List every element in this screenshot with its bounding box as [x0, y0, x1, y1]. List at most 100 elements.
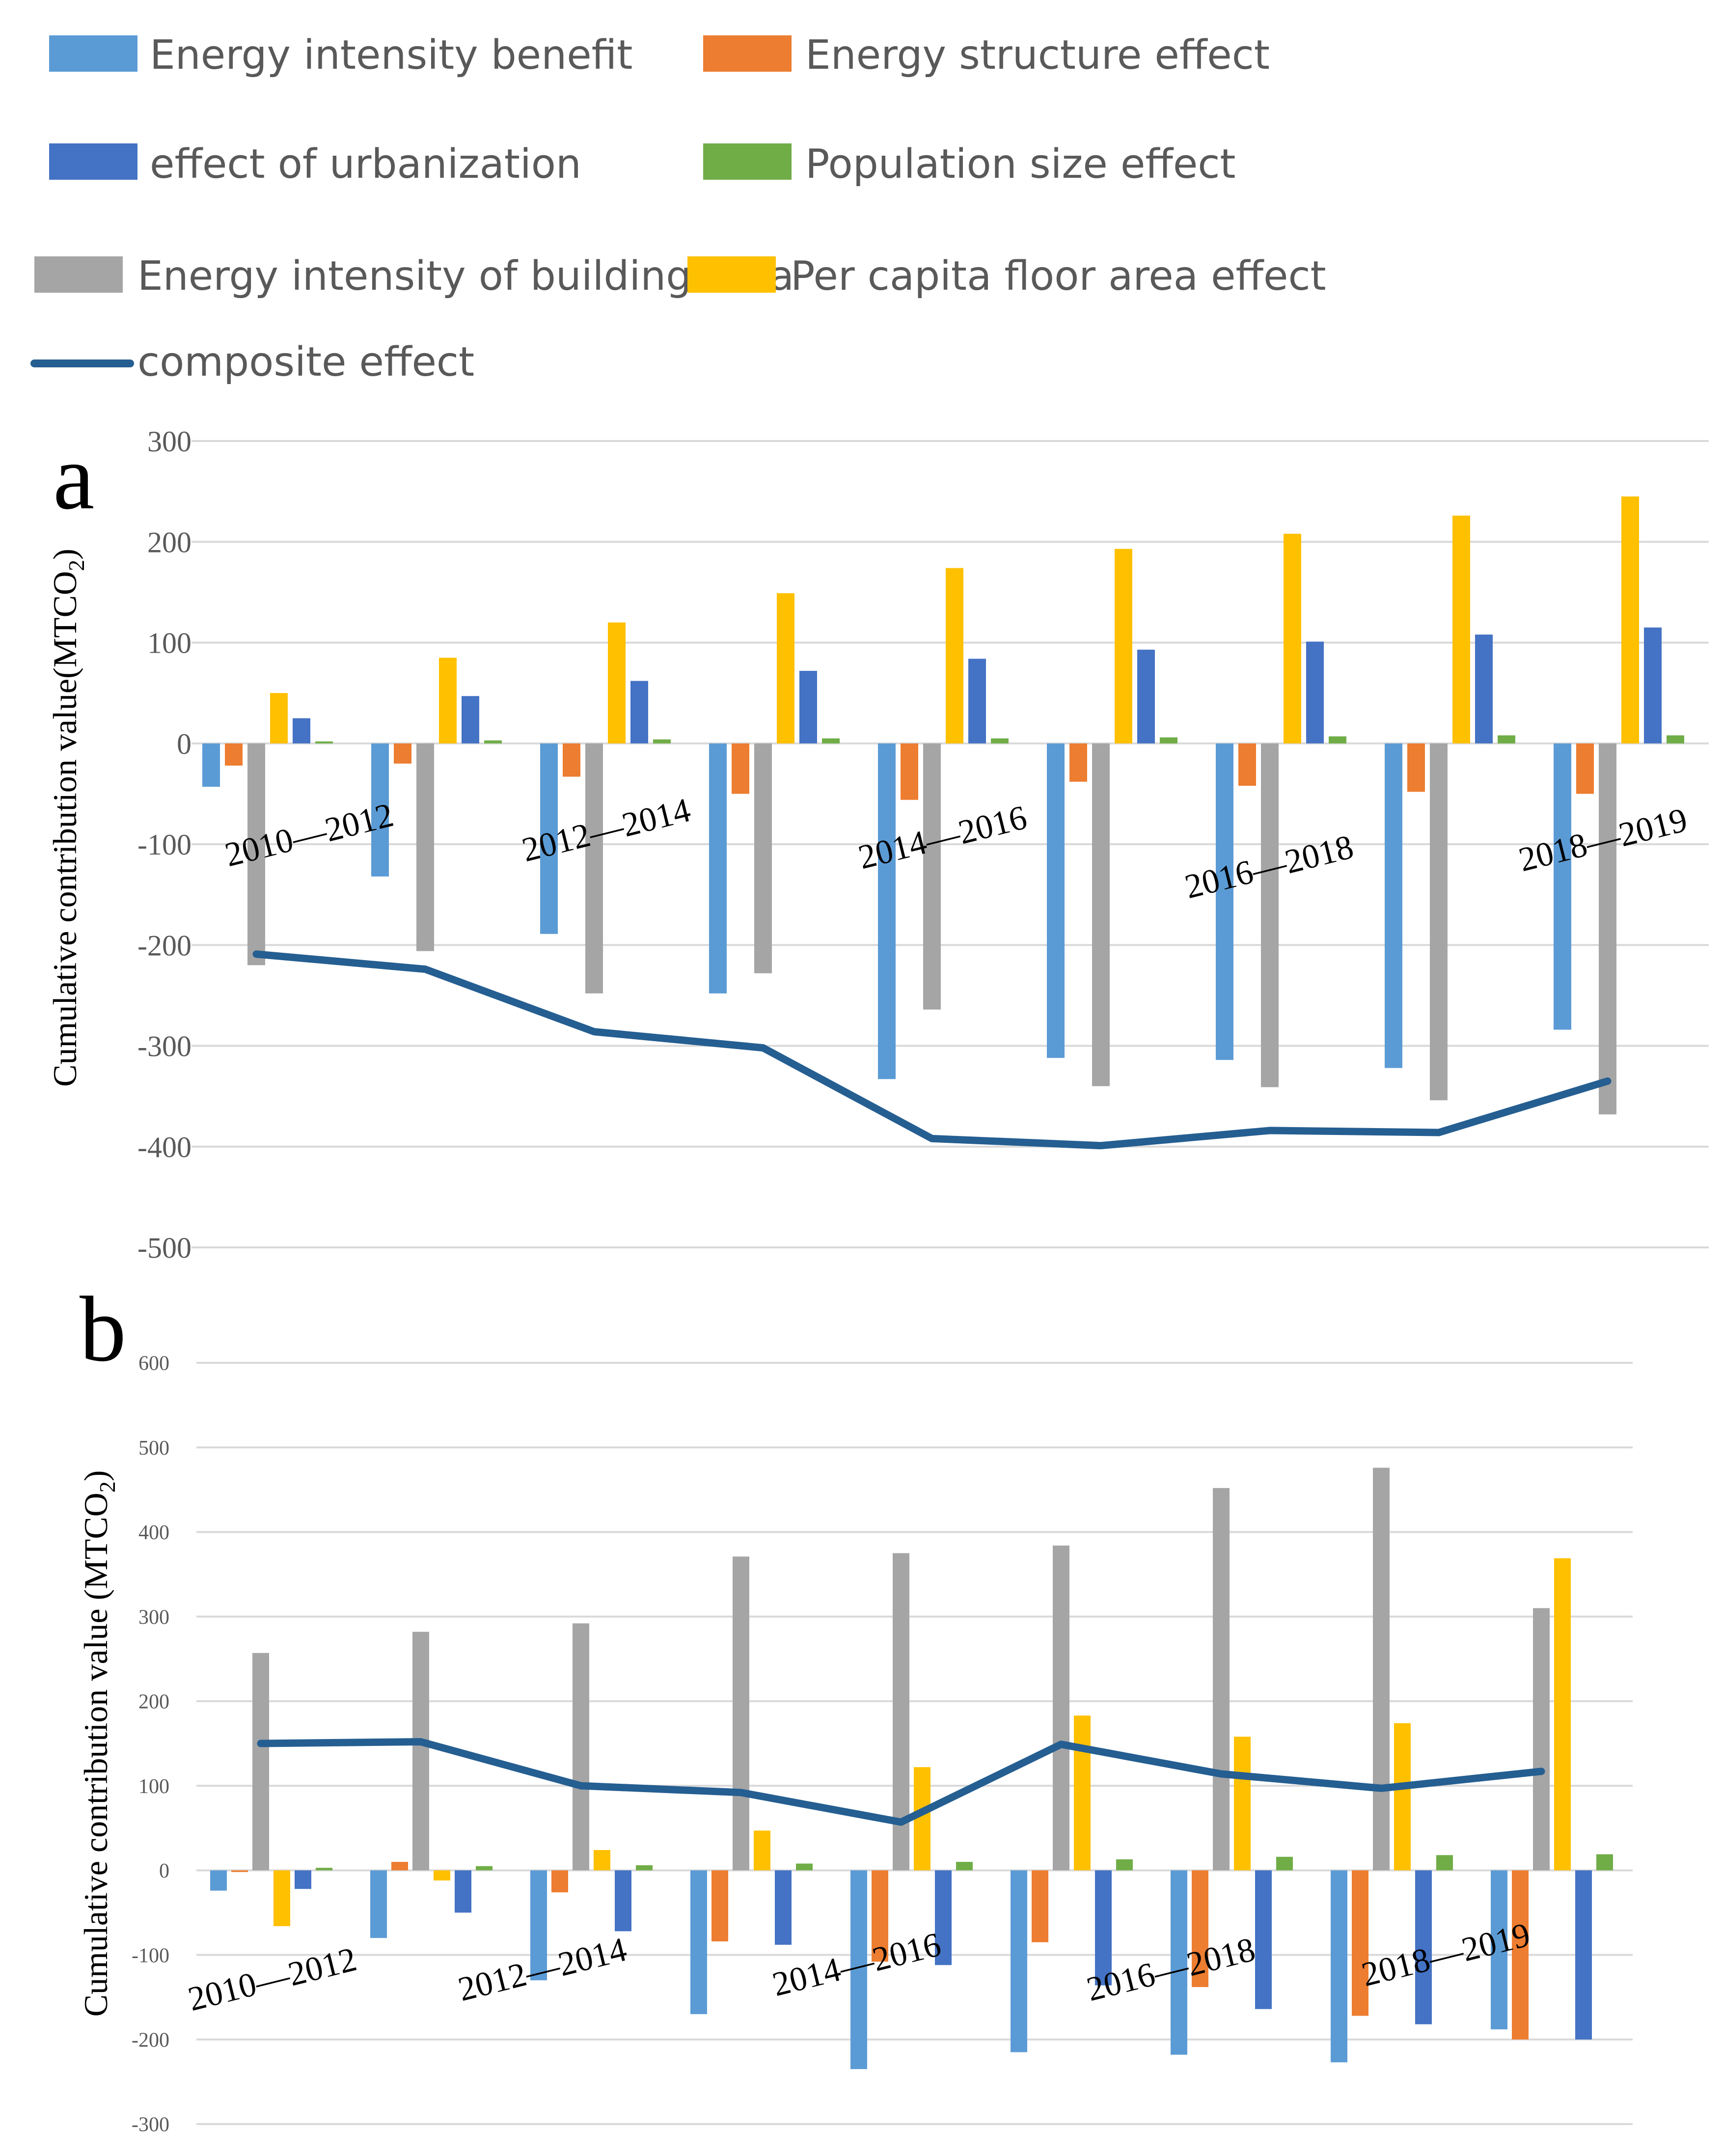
legend-item-composite: composite effect — [30, 339, 474, 386]
bar-population — [316, 1868, 332, 1871]
y-tick-label: 300 — [138, 1606, 169, 1629]
y-tick-label: -300 — [137, 1030, 191, 1063]
bar-intensity — [690, 1870, 707, 2015]
bar-population — [1667, 735, 1684, 744]
bar-intensity — [540, 743, 558, 934]
y-tick-label: -300 — [132, 2114, 169, 2136]
bar-urban — [295, 1870, 311, 1889]
panel-a-bars — [202, 496, 1684, 1115]
bar-floor — [914, 1767, 930, 1871]
y-tick-label: 200 — [147, 526, 191, 558]
composite-effect-line — [257, 1738, 1545, 1826]
bar-urban — [1575, 1870, 1592, 2040]
bar-intensity — [1047, 743, 1065, 1058]
bar-building — [1213, 1488, 1230, 1871]
bar-intensity — [1385, 743, 1402, 1068]
bar-population — [991, 738, 1009, 744]
bar-structure — [1032, 1870, 1048, 1942]
bar-intensity — [1216, 743, 1233, 1060]
bar-urban — [1306, 641, 1324, 744]
bar-urban — [1475, 635, 1493, 744]
bar-building — [733, 1556, 749, 1871]
bar-building — [754, 743, 772, 973]
y-tick-label: 0 — [177, 728, 191, 760]
bar-intensity — [850, 1870, 867, 2070]
bar-building — [1053, 1546, 1069, 1871]
bar-building — [1430, 743, 1448, 1101]
bar-urban — [630, 681, 648, 744]
y-tick-label: 600 — [138, 1353, 169, 1375]
panel-b-composite-line — [257, 1738, 1545, 1826]
bar-structure — [1352, 1870, 1368, 2016]
bar-floor — [1621, 496, 1639, 744]
bar-population — [476, 1866, 492, 1871]
bar-floor — [273, 1870, 290, 1926]
legend-swatch-structure — [703, 35, 792, 72]
bar-structure — [1238, 743, 1256, 786]
bar-floor — [1115, 549, 1132, 744]
bar-urban — [935, 1870, 952, 1965]
y-tick-label: -100 — [137, 829, 191, 861]
y-tick-label: -100 — [132, 1944, 169, 1967]
bar-urban — [799, 670, 817, 744]
bar-intensity — [1331, 1870, 1347, 2063]
bar-floor — [434, 1870, 450, 1880]
bar-floor — [1234, 1737, 1251, 1871]
bar-floor — [1394, 1723, 1411, 1871]
bar-structure — [563, 743, 580, 777]
bar-intensity — [530, 1870, 547, 1981]
bar-structure — [394, 743, 411, 764]
y-tick-label: 200 — [138, 1691, 169, 1714]
panel-a-composite-line — [252, 950, 1612, 1150]
bar-building — [1261, 743, 1279, 1087]
legend-label-intensity: Energy intensity benefit — [150, 32, 632, 79]
bar-intensity — [1171, 1870, 1187, 2055]
bar-floor — [1554, 1558, 1571, 1871]
bar-structure — [1069, 743, 1087, 782]
bar-floor — [1284, 533, 1301, 744]
legend-item-population: Population size effect — [703, 141, 1236, 188]
bar-urban — [1255, 1870, 1272, 2009]
bar-floor — [439, 658, 457, 744]
bar-structure — [1576, 743, 1594, 794]
bar-urban — [1415, 1870, 1432, 2024]
y-tick-label: -200 — [132, 2029, 169, 2051]
bar-urban — [293, 718, 310, 744]
bar-intensity — [878, 743, 896, 1079]
legend-label-building: Energy intensity of building area — [137, 253, 794, 300]
bar-urban — [1644, 627, 1662, 744]
legend-label-population: Population size effect — [805, 141, 1236, 188]
bar-floor — [1452, 515, 1470, 744]
panel-a-letter: a — [53, 426, 94, 529]
legend-label-structure: Energy structure effect — [805, 32, 1270, 79]
legend-item-building: Energy intensity of building area — [34, 253, 794, 300]
bar-floor — [270, 693, 288, 744]
legend-label-urban: effect of urbanization — [150, 141, 581, 188]
panel-b: b 600 500 400 300 200 100 0 -100 -200 -300 2010—2… — [77, 1278, 1633, 2136]
composite-effect-line — [252, 950, 1612, 1150]
bar-structure — [231, 1870, 248, 1872]
bar-building — [412, 1631, 429, 1871]
bar-structure — [901, 743, 918, 800]
y-tick-label: 500 — [138, 1437, 169, 1460]
y-tick-label: 100 — [147, 627, 191, 660]
bar-urban — [1137, 649, 1155, 744]
bar-intensity — [210, 1870, 227, 1891]
bar-building — [923, 743, 941, 1010]
bar-population — [653, 739, 671, 744]
bar-building — [416, 743, 434, 951]
bar-urban — [462, 696, 479, 744]
bar-population — [1498, 735, 1515, 744]
legend-swatch-building — [34, 256, 123, 293]
legend-swatch-urban — [49, 143, 137, 180]
y-tick-label: 100 — [138, 1775, 169, 1798]
bar-urban — [1095, 1870, 1112, 1986]
bar-structure — [551, 1870, 568, 1893]
bar-population — [1329, 736, 1346, 744]
bar-population — [636, 1865, 653, 1871]
bar-population — [1276, 1856, 1293, 1871]
bar-structure — [391, 1862, 408, 1871]
panel-a-y-ticks: 300 200 100 0 -100 -200 -300 -400 -500 — [137, 425, 191, 1264]
bar-floor — [608, 622, 626, 744]
